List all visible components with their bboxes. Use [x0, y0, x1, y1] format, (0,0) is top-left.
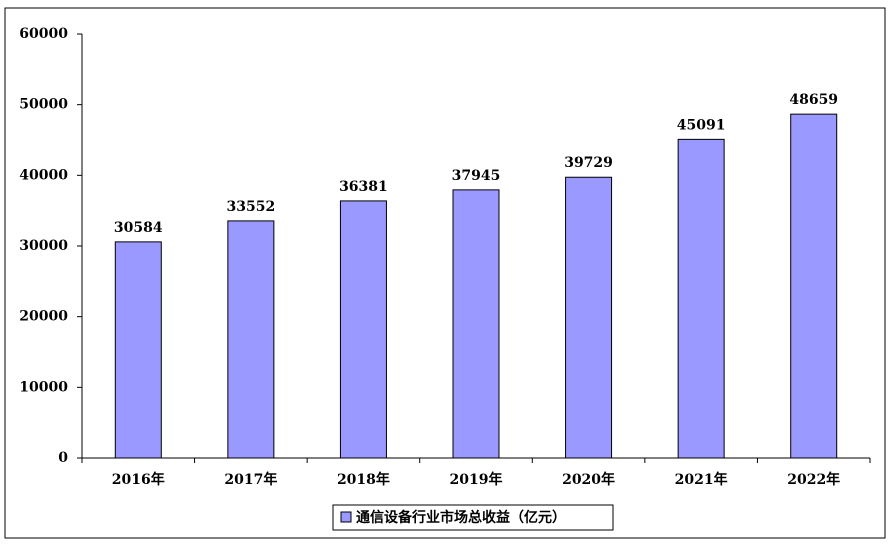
data-label: 39729: [564, 155, 613, 171]
bar: [790, 113, 838, 459]
y-tick-label: 20000: [19, 309, 68, 325]
x-tick-label: 2021年: [675, 471, 728, 488]
x-tick-label: 2017年: [224, 471, 277, 488]
data-label: 48659: [789, 92, 838, 108]
bar: [114, 241, 162, 459]
y-tick-label: 10000: [19, 379, 68, 395]
x-tick-label: 2019年: [450, 471, 503, 488]
bar: [677, 138, 725, 459]
x-tick-label: 2018年: [337, 471, 390, 488]
x-tick-label: 2016年: [112, 471, 165, 488]
bar: [452, 189, 500, 459]
data-label: 30584: [114, 220, 163, 236]
data-label: 33552: [226, 199, 275, 215]
data-label: 37945: [452, 168, 501, 184]
legend-swatch: [340, 511, 352, 523]
bar: [565, 176, 613, 459]
data-label: 45091: [677, 117, 726, 133]
x-tick-label: 2022年: [787, 471, 840, 488]
y-tick-label: 60000: [19, 26, 68, 42]
bar: [227, 220, 275, 459]
bar: [339, 200, 387, 459]
y-tick-label: 40000: [19, 167, 68, 183]
x-tick-label: 2020年: [562, 471, 615, 488]
data-label: 36381: [339, 179, 388, 195]
y-tick-label: 0: [58, 450, 68, 466]
y-tick-label: 30000: [19, 238, 68, 254]
legend-box: [332, 504, 614, 531]
y-tick-label: 50000: [19, 97, 68, 113]
legend-label: 通信设备行业市场总收益（亿元）: [356, 509, 566, 526]
